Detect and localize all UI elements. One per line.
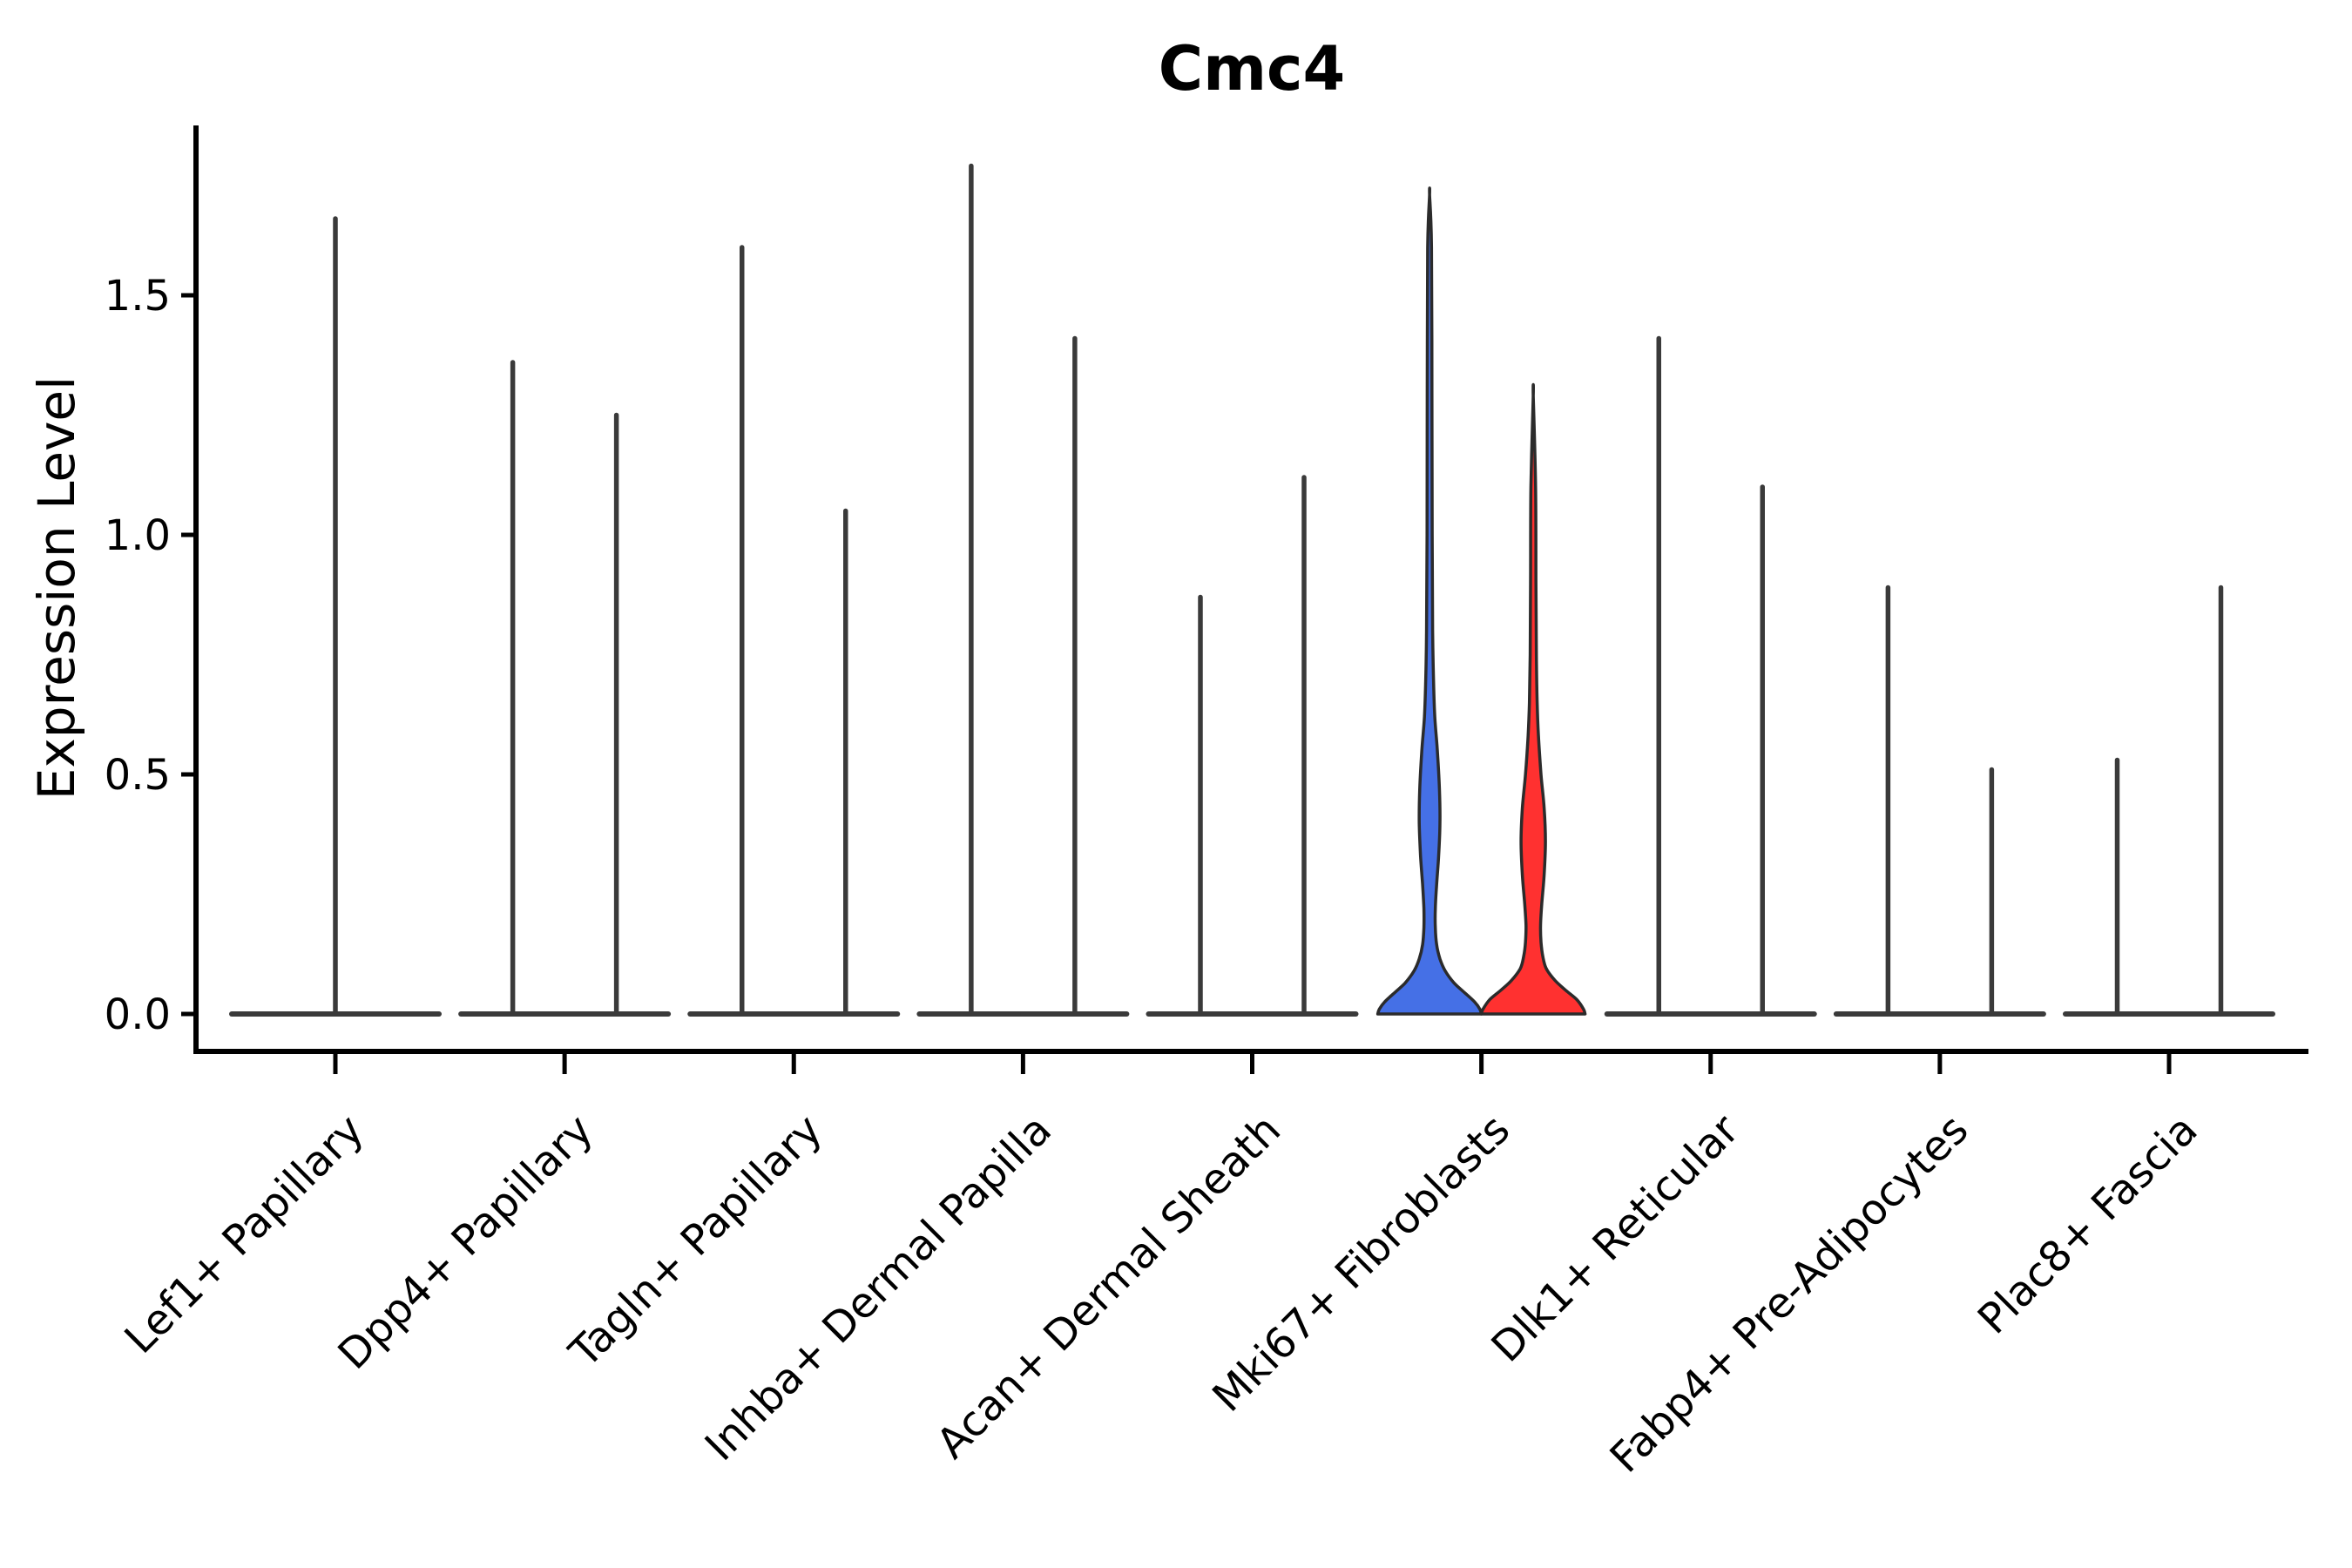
y-tick-label: 0.0	[105, 990, 171, 1039]
chart-title: Cmc4	[1159, 33, 1346, 105]
x-tick-label: Tagln+ Papillary	[559, 1105, 831, 1377]
y-axis-ticks: 0.0 0.5 1.0 1.5	[105, 272, 196, 1039]
y-tick-label: 1.5	[105, 272, 171, 321]
x-tick-label: Dpp4+ Papillary	[329, 1105, 603, 1379]
x-axis-ticks	[333, 1051, 2172, 1074]
x-tick-label: Plac8+ Fascia	[1969, 1105, 2207, 1344]
violin-filled	[1375, 186, 1484, 1016]
y-tick-label: 0.5	[105, 751, 171, 800]
violins	[229, 163, 2275, 1017]
x-tick-label: Lef1+ Papillary	[116, 1105, 374, 1363]
violin-filled	[1479, 382, 1587, 1016]
y-tick-label: 1.0	[105, 511, 171, 560]
x-tick-label: Dlk1+ Reticular	[1483, 1105, 1749, 1372]
y-axis-label: Expression Level	[27, 376, 86, 800]
